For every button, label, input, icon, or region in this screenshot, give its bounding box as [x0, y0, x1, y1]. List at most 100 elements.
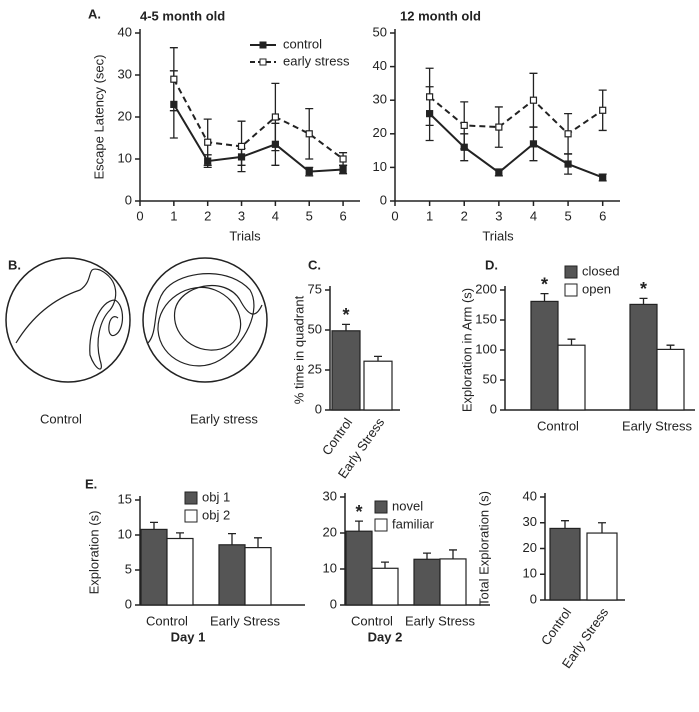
error-bar — [666, 344, 675, 350]
x-tick-label: Early Stress — [405, 613, 476, 628]
error-bar — [381, 561, 389, 569]
error-bar — [342, 323, 350, 331]
y-tick-label: 50 — [483, 371, 497, 386]
x-tick-label: Control — [538, 605, 574, 648]
bar — [218, 544, 246, 606]
legend-label: obj 1 — [202, 489, 230, 504]
chart-title: 4-5 month old — [140, 8, 225, 23]
x-tick-label: 4 — [272, 208, 279, 223]
y-tick-label: 0 — [315, 401, 322, 416]
point — [305, 168, 313, 176]
y-tick-label: 5 — [125, 561, 132, 576]
x-axis-label: Day 2 — [368, 629, 403, 644]
y-axis-label: Exploration in Arm (s) — [459, 288, 474, 412]
x-tick-label: Control — [537, 418, 579, 433]
legend-marker — [259, 41, 267, 49]
bar — [530, 300, 559, 411]
y-tick-label: 10 — [118, 150, 132, 165]
annotation: * — [355, 502, 362, 522]
y-tick-label: 20 — [523, 540, 537, 555]
x-tick-label: Early Stress — [622, 418, 693, 433]
chart-title: 12 month old — [400, 8, 481, 23]
y-tick-label: 50 — [308, 321, 322, 336]
y-tick-label: 20 — [323, 524, 337, 539]
y-tick-label: 150 — [475, 311, 497, 326]
x-axis-label: Day 1 — [171, 629, 206, 644]
error-bar — [150, 521, 158, 530]
pool — [142, 257, 268, 383]
series-line — [172, 103, 344, 173]
bar — [166, 537, 194, 606]
legend-swatch — [374, 500, 388, 514]
x-tick-label: Control — [351, 613, 393, 628]
legend-swatch — [184, 509, 198, 523]
bar — [140, 528, 168, 606]
swim-path — [15, 268, 124, 370]
y-tick-label: 0 — [490, 401, 497, 416]
point — [237, 142, 246, 150]
point — [339, 155, 347, 163]
point — [426, 93, 434, 101]
panel-label: E. — [85, 476, 97, 491]
y-tick-label: 0 — [380, 192, 387, 207]
x-tick-label: 3 — [495, 208, 502, 223]
legend-label: open — [582, 281, 611, 296]
error-bar — [254, 537, 262, 548]
y-tick-label: 0 — [530, 591, 537, 606]
y-tick-label: 100 — [475, 341, 497, 356]
point — [204, 138, 212, 146]
legend-swatch — [184, 491, 198, 505]
y-axis-label: Total Exploration (s) — [476, 491, 491, 606]
y-tick-label: 200 — [475, 281, 497, 296]
bar — [549, 527, 581, 601]
point — [495, 168, 503, 177]
error-bar — [423, 552, 431, 560]
y-tick-label: 50 — [373, 24, 387, 39]
x-tick-label: 6 — [339, 208, 346, 223]
series-line — [428, 96, 604, 136]
trajectories: B. Control Early stress — [5, 257, 268, 426]
series-line — [172, 78, 344, 160]
x-tick-label: 1 — [170, 208, 177, 223]
bar — [244, 546, 272, 606]
error-bar — [449, 549, 457, 559]
x-tick-label: 0 — [136, 208, 143, 223]
y-tick-label: 40 — [118, 24, 132, 39]
annotation: * — [640, 279, 647, 299]
bar — [629, 303, 658, 411]
point — [529, 140, 538, 148]
x-tick-label: 2 — [204, 208, 211, 223]
point — [529, 96, 538, 104]
x-tick-label: Control — [146, 613, 188, 628]
point — [599, 173, 607, 182]
point — [564, 130, 572, 138]
y-tick-label: 40 — [523, 488, 537, 503]
y-tick-label: 25 — [308, 361, 322, 376]
y-tick-label: 30 — [118, 66, 132, 81]
error-bar — [176, 532, 184, 539]
y-axis-label: % time in quadrant — [291, 295, 306, 404]
error-bar — [598, 522, 606, 534]
x-tick-label: Early Stress — [210, 613, 281, 628]
x-tick-label: 0 — [391, 208, 398, 223]
panel-label: D. — [485, 257, 498, 272]
pool — [5, 257, 131, 383]
group-label: Early stress — [190, 411, 258, 426]
legend-swatch — [564, 283, 578, 297]
panel-label: B. — [8, 257, 21, 272]
legend-label: novel — [392, 498, 423, 513]
x-tick-label: 6 — [599, 208, 606, 223]
point — [170, 75, 178, 83]
y-tick-label: 10 — [523, 566, 537, 581]
y-tick-label: 0 — [330, 596, 337, 611]
y-tick-label: 30 — [523, 514, 537, 529]
panel-label: C. — [308, 257, 321, 272]
legend-label: early stress — [283, 53, 350, 68]
point — [599, 106, 607, 114]
panel-label: A. — [88, 6, 101, 21]
x-tick-label: 5 — [306, 208, 313, 223]
y-tick-label: 40 — [373, 58, 387, 73]
group-label: Control — [40, 411, 82, 426]
y-tick-label: 20 — [118, 108, 132, 123]
